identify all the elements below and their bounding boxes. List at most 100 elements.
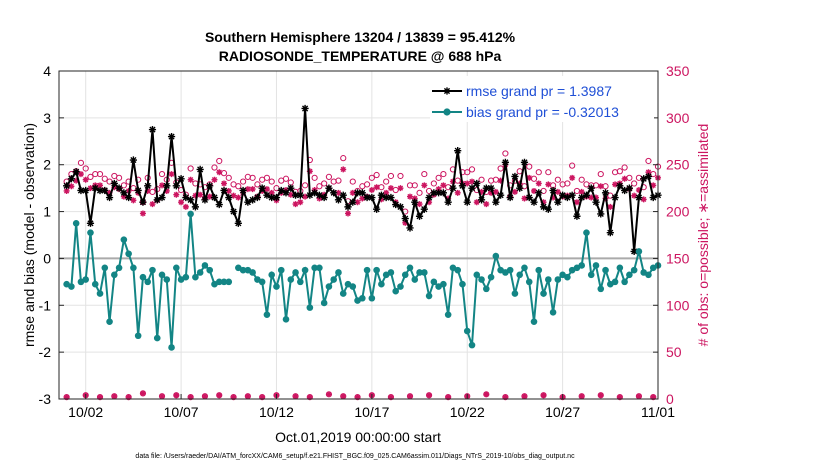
obs-assimilated-point [306,168,313,175]
bias-point [330,276,338,283]
x-axis-label: Oct.01,2019 00:00:00 start [275,429,441,445]
rmse-point [511,172,519,181]
bias-point [587,271,595,279]
rmse-point [306,191,314,199]
bias-point [225,278,233,286]
obs-assimilated-point [149,201,156,208]
rmse-point [187,196,195,204]
obs-assimilated-point [650,182,657,189]
obs-assimilated-point [287,191,294,198]
rmse-point [630,247,638,255]
rmse-point [249,196,257,204]
rmse-point [163,182,171,190]
bias-point [397,283,404,290]
rmse-point [129,156,137,164]
obs-assimilated-point [349,189,356,196]
obs-assimilated-point [68,183,75,190]
obs-possible-point [220,170,228,177]
rmse-point [516,184,524,192]
obs-assimilated-point [354,394,361,400]
obs-assimilated-point [354,199,361,206]
obs-assimilated-point [225,187,232,194]
rmse-point [177,175,185,183]
y-left-tick-label: 3 [43,110,51,126]
bias-point [111,271,118,279]
obs-possible-point [82,165,89,172]
obs-possible-point [468,166,476,173]
obs-assimilated-point [612,181,619,188]
rmse-point [625,184,633,192]
bias-point [554,276,562,283]
obs-assimilated-point [397,185,404,192]
rmse-point [601,189,610,197]
obs-possible-point [545,169,552,176]
rmse-point [82,186,90,195]
bias-point [473,271,481,279]
obs-assimilated-point [445,195,452,202]
rmse-point [182,193,190,202]
obs-assimilated-point [292,201,299,208]
rmse-point [301,104,309,113]
obs-assimilated-point [540,199,547,206]
obs-assimilated-point [106,189,113,196]
rmse-point [158,193,166,202]
rmse-point [191,203,199,211]
rmse-point [649,193,657,202]
obs-possible-point [349,178,356,185]
rmse-point [63,182,71,190]
rmse-point [582,191,591,199]
obs-assimilated-point [297,199,304,206]
obs-assimilated-point [368,187,375,194]
bias-point [87,229,94,236]
obs-possible-point [239,178,247,185]
bias-point [282,316,290,323]
obs-assimilated-point [411,195,418,202]
bias-point [349,283,357,290]
chart-subtitle: RADIOSONDE_TEMPERATURE @ 688 hPa [219,48,502,64]
rmse-point [406,224,414,232]
bias-point [339,290,347,297]
obs-assimilated-point [535,180,542,187]
obs-possible-point [635,174,643,181]
bias-point [430,278,438,286]
rmse-point [368,193,376,202]
rmse-point [101,186,109,195]
obs-possible-point [497,165,504,172]
obs-assimilated-point [492,188,499,195]
rmse-point [578,193,586,202]
y-right-tick-label: 150 [666,250,690,266]
rmse-point [339,191,347,199]
obs-assimilated-point [407,193,414,200]
obs-assimilated-point [216,169,223,176]
bias-point [540,290,547,297]
rmse-point [91,184,99,192]
bias-point [630,266,638,274]
rmse-point [229,207,238,216]
obs-possible-point [363,181,371,188]
rmse-point [568,191,576,199]
rmse-point [396,203,405,211]
rmse-point [458,182,467,190]
rmse-point [415,212,424,220]
x-tick-label: 10/22 [450,404,485,420]
obs-assimilated-point [82,176,89,183]
obs-assimilated-point [579,393,585,399]
obs-possible-point [440,170,447,178]
rmse-point [640,175,648,183]
rmse-point [492,198,500,206]
obs-possible-point [268,178,275,185]
bias-point [106,318,113,325]
bias-point [130,264,137,272]
obs-possible-point [616,168,623,175]
rmse-point [330,189,338,197]
obs-possible-point [626,174,633,181]
bias-point [120,236,128,243]
rmse-point [482,184,490,192]
rmse-point [587,184,595,192]
obs-assimilated-point [502,394,508,400]
rmse-point [344,203,352,211]
obs-assimilated-point [464,180,471,187]
rmse-point [167,133,176,141]
obs-assimilated-point [345,210,352,217]
x-tick-label: 10/17 [354,404,389,420]
